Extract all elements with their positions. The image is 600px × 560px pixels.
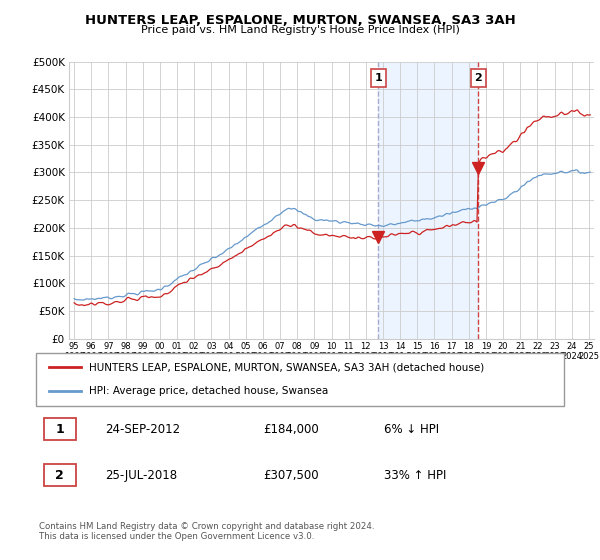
Text: 25-JUL-2018: 25-JUL-2018 [104, 469, 177, 482]
Text: 24-SEP-2012: 24-SEP-2012 [104, 423, 180, 436]
Text: HPI: Average price, detached house, Swansea: HPI: Average price, detached house, Swan… [89, 386, 328, 396]
Text: 1: 1 [55, 423, 64, 436]
Text: 2: 2 [55, 469, 64, 482]
Text: 2: 2 [475, 73, 482, 83]
Text: £307,500: £307,500 [263, 469, 319, 482]
FancyBboxPatch shape [44, 464, 76, 487]
Text: 33% ↑ HPI: 33% ↑ HPI [385, 469, 447, 482]
Text: HUNTERS LEAP, ESPALONE, MURTON, SWANSEA, SA3 3AH (detached house): HUNTERS LEAP, ESPALONE, MURTON, SWANSEA,… [89, 362, 484, 372]
Text: Contains HM Land Registry data © Crown copyright and database right 2024.
This d: Contains HM Land Registry data © Crown c… [39, 522, 374, 542]
Text: 1: 1 [374, 73, 382, 83]
FancyBboxPatch shape [44, 418, 76, 440]
Bar [379, 62, 478, 339]
Text: Price paid vs. HM Land Registry's House Price Index (HPI): Price paid vs. HM Land Registry's House … [140, 25, 460, 35]
Text: £184,000: £184,000 [263, 423, 319, 436]
Text: 6% ↓ HPI: 6% ↓ HPI [385, 423, 440, 436]
Text: HUNTERS LEAP, ESPALONE, MURTON, SWANSEA, SA3 3AH: HUNTERS LEAP, ESPALONE, MURTON, SWANSEA,… [85, 14, 515, 27]
